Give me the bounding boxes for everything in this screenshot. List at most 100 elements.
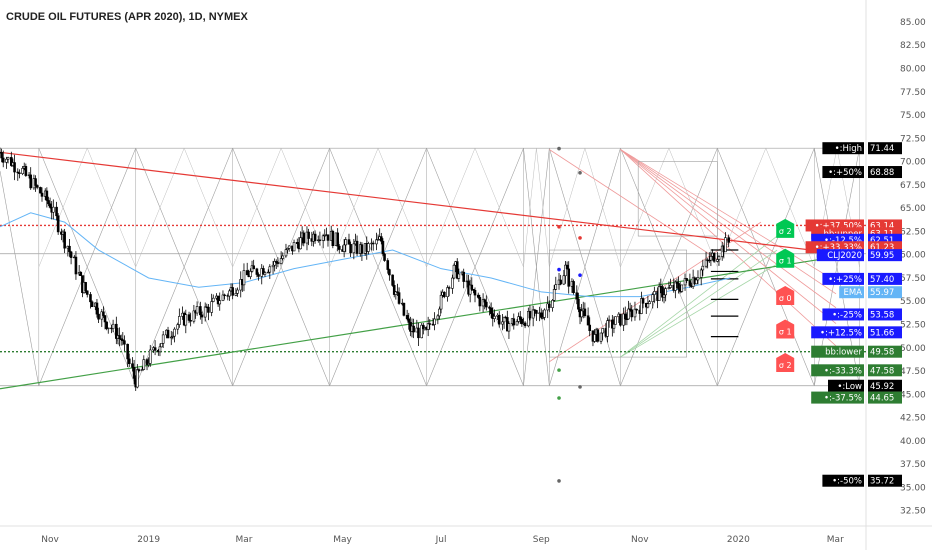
- level-tag: bb:lower 49.58: [811, 345, 902, 358]
- fan-line-green: [620, 263, 778, 358]
- candle-body: [488, 306, 491, 309]
- pivot-dot: [557, 267, 561, 272]
- level-tag-value-bg: [868, 249, 902, 262]
- candle-body: [436, 315, 440, 320]
- candle-body: [178, 316, 181, 325]
- candle-body: [701, 265, 705, 271]
- candle-body: [223, 294, 226, 297]
- level-tag-value-bg: [868, 391, 902, 404]
- candle-body: [136, 369, 139, 388]
- candle-body: [412, 325, 415, 333]
- candle-body: [497, 314, 501, 325]
- candle-body: [218, 300, 222, 305]
- y-tick-label: 55.00: [900, 297, 926, 307]
- candle-body: [567, 268, 571, 287]
- candle-body: [336, 232, 339, 247]
- candle-body: [5, 158, 8, 163]
- gann-diagonal: [135, 148, 185, 268]
- y-tick-label: 50.00: [900, 344, 926, 354]
- candle-body: [245, 270, 249, 276]
- y-tick-label: 60.00: [900, 251, 926, 261]
- pivot-dots: [557, 146, 582, 483]
- candle-body: [507, 323, 511, 332]
- candle-body: [674, 281, 677, 291]
- candle-body: [199, 306, 202, 316]
- candle-body: [541, 317, 545, 319]
- level-tag-label: •:+12.5%: [820, 328, 862, 338]
- level-tag-value: 61.23: [870, 243, 894, 253]
- candle-body: [326, 234, 330, 241]
- candle-body: [481, 299, 485, 307]
- candle-body: [619, 313, 622, 326]
- candle-body: [127, 358, 131, 365]
- y-tick-label: 35.00: [900, 483, 926, 493]
- level-tag: •:+25% 57.40: [822, 272, 902, 285]
- sigma-label: σ 0: [779, 294, 792, 303]
- candle-body: [523, 322, 527, 327]
- level-tag-label: bb:lower: [825, 348, 862, 358]
- candle-body: [367, 243, 370, 252]
- level-tag-value: 44.65: [870, 394, 894, 404]
- candle-body: [342, 244, 346, 252]
- candle-body: [115, 323, 118, 339]
- candle-body: [457, 273, 461, 279]
- candle-body: [189, 320, 192, 322]
- x-tick-label: Sep: [533, 535, 550, 545]
- candle-body: [284, 249, 288, 257]
- candle-body: [675, 281, 679, 284]
- pivot-dot: [578, 273, 582, 277]
- level-tag-value: 49.58: [870, 348, 894, 358]
- candle-body: [633, 308, 637, 318]
- level-tag-value: 57.40: [870, 275, 894, 285]
- y-tick-label: 62.50: [900, 227, 926, 237]
- level-tag: •:+50% 68.88: [822, 166, 902, 179]
- y-tick-label: 52.50: [900, 321, 926, 331]
- candle-body: [562, 275, 566, 285]
- candle-body: [302, 232, 306, 244]
- gann-diagonal: [232, 148, 330, 386]
- fan-line-red: [549, 149, 718, 260]
- candle-body: [379, 236, 383, 242]
- gann-diagonal: [377, 148, 427, 268]
- candle-body: [228, 290, 231, 297]
- candle-body: [447, 287, 451, 289]
- candle-body: [321, 235, 325, 241]
- candle-body: [392, 285, 396, 295]
- candle-body: [279, 258, 283, 264]
- candle-body: [470, 284, 474, 290]
- level-tag-label-bg: [811, 326, 864, 339]
- candle-body: [40, 192, 44, 197]
- candle-body: [249, 271, 252, 278]
- candle-body: [140, 369, 144, 372]
- candle-body: [552, 289, 556, 301]
- candle-body: [192, 310, 196, 322]
- candle-body: [599, 332, 603, 342]
- candle-body: [383, 253, 386, 261]
- sigma-badge: [776, 218, 795, 238]
- pivot-dot: [557, 479, 561, 483]
- candle-body: [381, 240, 385, 255]
- candle-body: [596, 329, 600, 342]
- candle-body: [169, 336, 173, 339]
- candle-body: [527, 311, 530, 327]
- level-tag-value: 68.88: [870, 168, 894, 178]
- level-tag-value: 51.66: [870, 328, 894, 338]
- candle-body: [252, 265, 255, 270]
- level-tag-value-bg: [868, 166, 902, 179]
- level-tag-value: 59.95: [870, 251, 894, 261]
- candle-body: [119, 338, 123, 341]
- candle-body: [575, 292, 579, 300]
- y-tick-label: 42.50: [900, 414, 926, 424]
- candle-body: [717, 256, 721, 260]
- candle-body: [531, 309, 535, 319]
- candle-body: [295, 242, 299, 244]
- candle-body: [433, 318, 436, 325]
- candle-body: [21, 168, 24, 174]
- candle-body: [313, 233, 317, 242]
- sigma-marker: σ 1: [776, 248, 795, 268]
- candle-body: [355, 240, 359, 254]
- candle-body: [394, 291, 398, 295]
